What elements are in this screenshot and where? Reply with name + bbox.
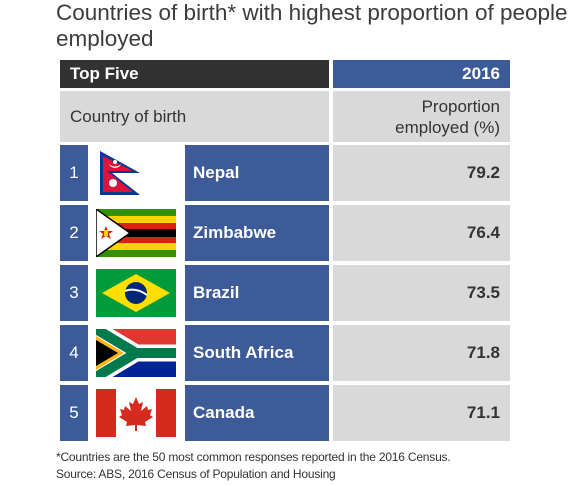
proportion-value: 76.4: [333, 205, 510, 261]
country-name: Nepal: [185, 145, 329, 201]
proportion-value: 71.8: [333, 325, 510, 381]
flag-cell: [90, 325, 183, 381]
rank-cell: 5: [60, 385, 88, 441]
country-name: Canada: [185, 385, 329, 441]
country-name: South Africa: [185, 325, 329, 381]
flag-cell: [90, 205, 183, 261]
column-header-proportion-line2: employed (%): [395, 118, 500, 137]
column-header-proportion: Proportion employed (%): [333, 91, 510, 142]
header-label: Top Five: [60, 60, 329, 88]
chart-title: Countries of birth* with highest proport…: [56, 0, 568, 51]
proportion-value: 79.2: [333, 145, 510, 201]
column-header-country: Country of birth: [60, 91, 329, 142]
rank-cell: 2: [60, 205, 88, 261]
rank-cell: 4: [60, 325, 88, 381]
rank-cell: 3: [60, 265, 88, 321]
source-note: Source: ABS, 2016 Census of Population a…: [56, 467, 336, 481]
proportion-value: 71.1: [333, 385, 510, 441]
flag-cell: [90, 265, 183, 321]
header-year: 2016: [333, 60, 510, 88]
country-name: Zimbabwe: [185, 205, 329, 261]
footnote: *Countries are the 50 most common respon…: [56, 450, 451, 464]
flag-cell: [90, 385, 183, 441]
country-name: Brazil: [185, 265, 329, 321]
rank-cell: 1: [60, 145, 88, 201]
column-header-proportion-line1: Proportion: [421, 97, 500, 116]
flag-cell: [90, 145, 183, 201]
proportion-value: 73.5: [333, 265, 510, 321]
